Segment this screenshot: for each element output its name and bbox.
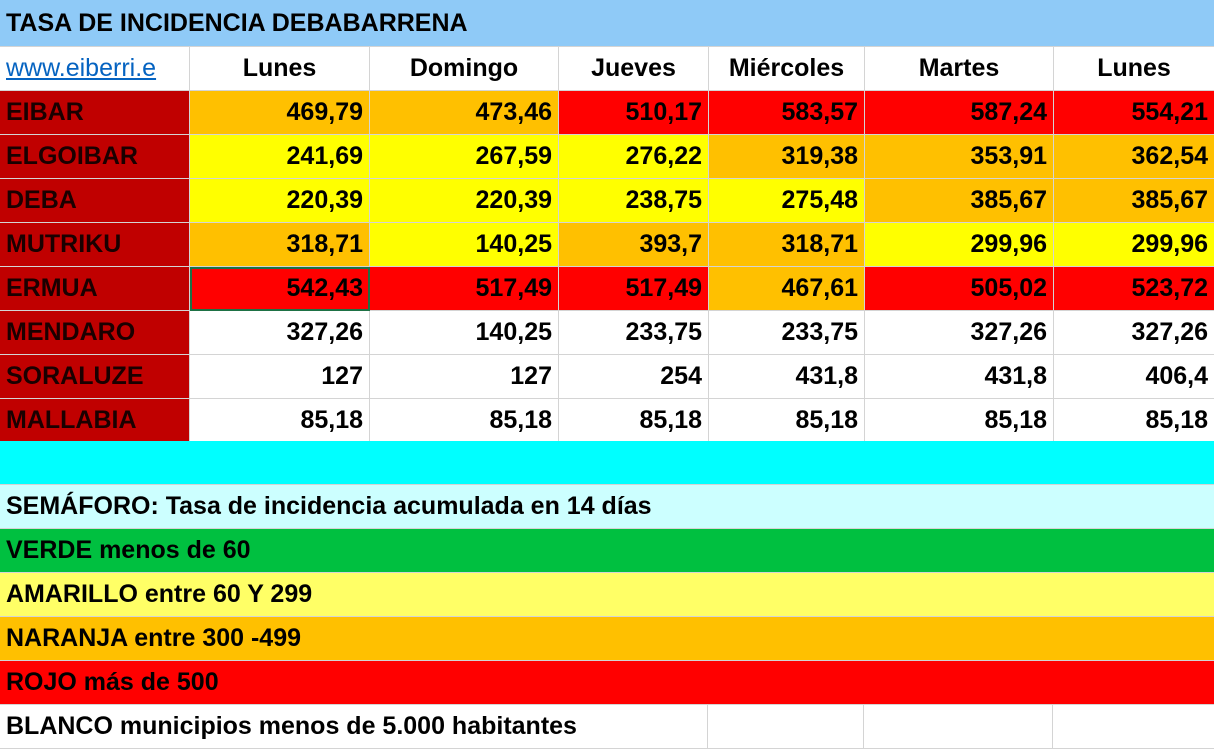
value-cell[interactable]: 140,25 [370, 311, 559, 355]
value-cell[interactable]: 140,25 [370, 223, 559, 267]
table-title[interactable]: TASA DE INCIDENCIA DEBABARRENA [0, 0, 1214, 47]
value-cell[interactable]: 510,17 [559, 91, 709, 135]
value-cell[interactable]: 505,02 [865, 267, 1054, 311]
municipality-cell[interactable]: MALLABIA [0, 399, 190, 443]
value-cell[interactable]: 327,26 [1054, 311, 1214, 355]
table-row: ELGOIBAR 241,69 267,59 276,22 319,38 353,91 36… [0, 135, 1214, 179]
value-cell[interactable]: 587,24 [865, 91, 1054, 135]
value-cell[interactable]: 85,18 [709, 399, 865, 443]
value-cell[interactable]: 267,59 [370, 135, 559, 179]
value-cell[interactable]: 385,67 [865, 179, 1054, 223]
rojo-text[interactable]: ROJO más de 500 [0, 661, 1214, 705]
legend-verde: VERDE menos de 60 [0, 529, 1214, 573]
value-cell[interactable]: 517,49 [559, 267, 709, 311]
value-cell[interactable]: 127 [370, 355, 559, 399]
value-cell[interactable]: 393,7 [559, 223, 709, 267]
municipality-cell[interactable]: DEBA [0, 179, 190, 223]
value-cell[interactable]: 85,18 [1054, 399, 1214, 443]
eiberri-link[interactable]: www.eiberri.e [0, 47, 190, 91]
value-cell[interactable]: 583,57 [709, 91, 865, 135]
empty-cell[interactable] [864, 705, 1053, 749]
table-row: SORALUZE 127 127 254 431,8 431,8 406,4 [0, 355, 1214, 399]
verde-text[interactable]: VERDE menos de 60 [0, 529, 1214, 573]
value-cell[interactable]: 85,18 [370, 399, 559, 443]
value-cell[interactable]: 327,26 [865, 311, 1054, 355]
value-cell[interactable]: 127 [190, 355, 370, 399]
column-header[interactable]: Martes [865, 47, 1054, 91]
value-cell[interactable]: 517,49 [370, 267, 559, 311]
column-header[interactable]: Lunes [1054, 47, 1214, 91]
value-cell[interactable]: 362,54 [1054, 135, 1214, 179]
value-cell[interactable]: 353,91 [865, 135, 1054, 179]
column-header[interactable]: Lunes [190, 47, 370, 91]
municipality-cell[interactable]: ELGOIBAR [0, 135, 190, 179]
table-row: EIBAR 469,79 473,46 510,17 583,57 587,24 554,2… [0, 91, 1214, 135]
legend-rojo: ROJO más de 500 [0, 661, 1214, 705]
table-row: MUTRIKU 318,71 140,25 393,7 318,71 299,96 299,… [0, 223, 1214, 267]
header-row: www.eiberri.e Lunes Domingo Jueves Miércole… [0, 47, 1214, 91]
table-row: MENDARO 327,26 140,25 233,75 233,75 327,26 327… [0, 311, 1214, 355]
value-cell[interactable]: 554,21 [1054, 91, 1214, 135]
legend-blanco: BLANCO municipios menos de 5.000 habitan… [0, 705, 1214, 749]
municipality-cell[interactable]: SORALUZE [0, 355, 190, 399]
value-cell[interactable]: 299,96 [1054, 223, 1214, 267]
legend-naranja: NARANJA entre 300 -499 [0, 617, 1214, 661]
separator-cell[interactable] [0, 441, 1214, 485]
value-cell[interactable]: 85,18 [865, 399, 1054, 443]
title-row: TASA DE INCIDENCIA DEBABARRENA [0, 0, 1214, 47]
value-cell[interactable]: 431,8 [709, 355, 865, 399]
table-row: MALLABIA 85,18 85,18 85,18 85,18 85,18 85,18 [0, 399, 1214, 443]
municipality-cell[interactable]: MUTRIKU [0, 223, 190, 267]
empty-cell[interactable] [1053, 705, 1214, 749]
legend-semaforo: SEMÁFORO: Tasa de incidencia acumulada e… [0, 485, 1214, 529]
value-cell[interactable]: 254 [559, 355, 709, 399]
value-cell[interactable]: 318,71 [190, 223, 370, 267]
value-cell[interactable]: 327,26 [190, 311, 370, 355]
value-cell[interactable]: 220,39 [190, 179, 370, 223]
municipality-cell[interactable]: MENDARO [0, 311, 190, 355]
value-cell[interactable]: 241,69 [190, 135, 370, 179]
separator-band [0, 441, 1214, 485]
value-cell[interactable]: 220,39 [370, 179, 559, 223]
value-cell[interactable]: 299,96 [865, 223, 1054, 267]
column-header[interactable]: Domingo [370, 47, 559, 91]
value-cell[interactable]: 318,71 [709, 223, 865, 267]
table-row: ERMUA 542,43 517,49 517,49 467,61 505,02 523,7… [0, 267, 1214, 311]
value-cell[interactable]: 233,75 [709, 311, 865, 355]
amarillo-text[interactable]: AMARILLO entre 60 Y 299 [0, 573, 1214, 617]
value-cell[interactable]: 542,43 [190, 267, 370, 311]
empty-cell[interactable] [708, 705, 864, 749]
value-cell[interactable]: 406,4 [1054, 355, 1214, 399]
blanco-text[interactable]: BLANCO municipios menos de 5.000 habitan… [0, 705, 708, 749]
municipality-cell[interactable]: ERMUA [0, 267, 190, 311]
table-row: DEBA 220,39 220,39 238,75 275,48 385,67 385,67 [0, 179, 1214, 223]
value-cell[interactable]: 467,61 [709, 267, 865, 311]
value-cell[interactable]: 319,38 [709, 135, 865, 179]
column-header[interactable]: Miércoles [709, 47, 865, 91]
value-cell[interactable]: 523,72 [1054, 267, 1214, 311]
value-cell[interactable]: 233,75 [559, 311, 709, 355]
naranja-text[interactable]: NARANJA entre 300 -499 [0, 617, 1214, 661]
semaforo-text[interactable]: SEMÁFORO: Tasa de incidencia acumulada e… [0, 485, 1214, 529]
value-cell[interactable]: 238,75 [559, 179, 709, 223]
value-cell[interactable]: 385,67 [1054, 179, 1214, 223]
value-cell[interactable]: 275,48 [709, 179, 865, 223]
legend-amarillo: AMARILLO entre 60 Y 299 [0, 573, 1214, 617]
value-cell[interactable]: 85,18 [559, 399, 709, 443]
municipality-cell[interactable]: EIBAR [0, 91, 190, 135]
column-header[interactable]: Jueves [559, 47, 709, 91]
value-cell[interactable]: 469,79 [190, 91, 370, 135]
value-cell[interactable]: 276,22 [559, 135, 709, 179]
value-cell[interactable]: 473,46 [370, 91, 559, 135]
value-cell[interactable]: 431,8 [865, 355, 1054, 399]
value-cell[interactable]: 85,18 [190, 399, 370, 443]
